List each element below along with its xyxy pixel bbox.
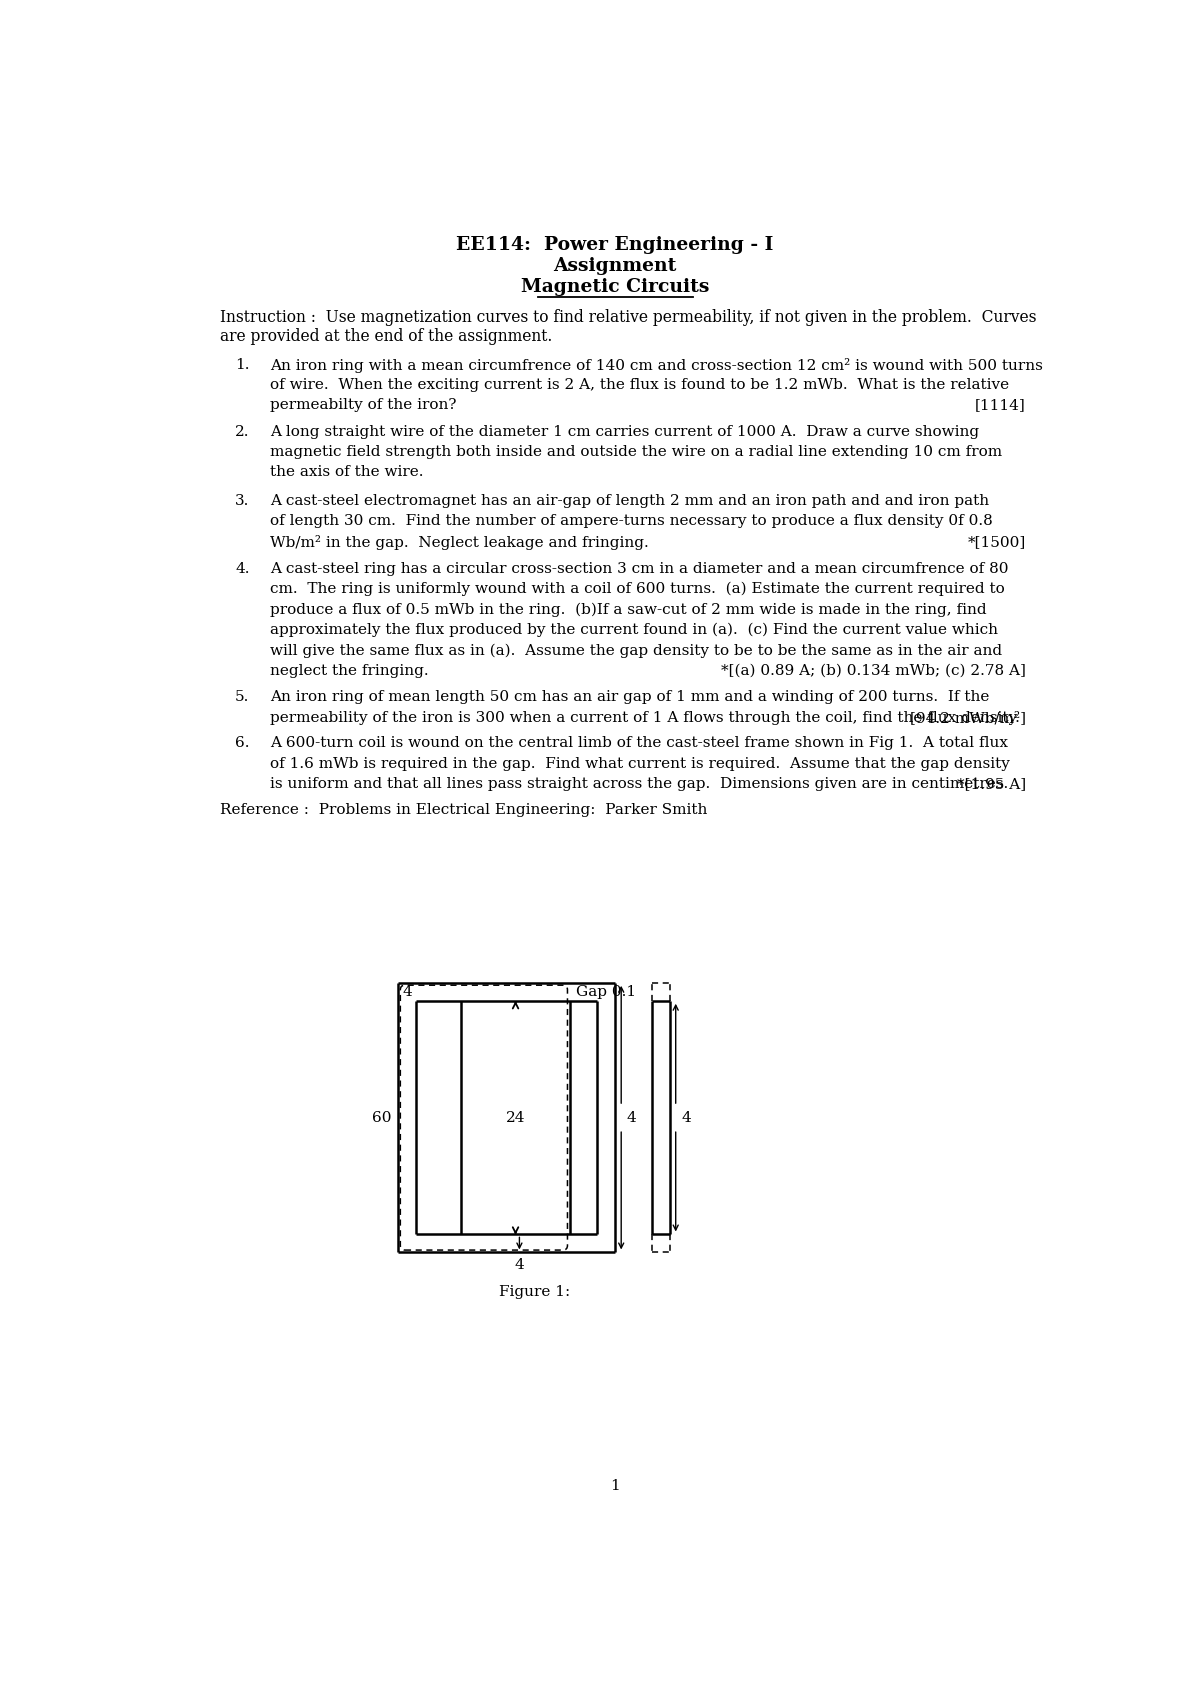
Text: Figure 1:: Figure 1: (498, 1285, 570, 1298)
Text: 3.: 3. (235, 494, 250, 507)
Text: cm.  The ring is uniformly wound with a coil of 600 turns.  (a) Estimate the cur: cm. The ring is uniformly wound with a c… (270, 582, 1004, 596)
Text: A cast-steel ring has a circular cross-section 3 cm in a diameter and a mean cir: A cast-steel ring has a circular cross-s… (270, 562, 1009, 575)
Text: *[1500]: *[1500] (967, 535, 1026, 548)
Text: [1114]: [1114] (974, 399, 1026, 412)
Text: 4: 4 (515, 1257, 524, 1271)
Text: Magnetic Circuits: Magnetic Circuits (521, 278, 709, 295)
Text: 60: 60 (372, 1110, 391, 1125)
Text: 2.: 2. (235, 424, 250, 438)
Text: 5.: 5. (235, 691, 250, 704)
Text: Wb/m² in the gap.  Neglect leakage and fringing.: Wb/m² in the gap. Neglect leakage and fr… (270, 535, 649, 550)
Text: of length 30 cm.  Find the number of ampere-turns necessary to produce a flux de: of length 30 cm. Find the number of ampe… (270, 514, 992, 528)
Text: A cast-steel electromagnet has an air-gap of length 2 mm and an iron path and an: A cast-steel electromagnet has an air-ga… (270, 494, 989, 507)
Text: produce a flux of 0.5 mWb in the ring.  (b)If a saw-cut of 2 mm wide is made in : produce a flux of 0.5 mWb in the ring. (… (270, 602, 986, 618)
Text: 4: 4 (626, 1110, 636, 1125)
Text: magnetic field strength both inside and outside the wire on a radial line extend: magnetic field strength both inside and … (270, 445, 1002, 458)
Text: A 600-turn coil is wound on the central limb of the cast-steel frame shown in Fi: A 600-turn coil is wound on the central … (270, 736, 1008, 750)
Text: neglect the fringing.: neglect the fringing. (270, 664, 428, 677)
Text: 4.: 4. (235, 562, 250, 575)
Text: Reference :  Problems in Electrical Engineering:  Parker Smith: Reference : Problems in Electrical Engin… (220, 803, 707, 818)
Text: An iron ring with a mean circumfrence of 140 cm and cross-section 12 cm² is woun: An iron ring with a mean circumfrence of… (270, 358, 1043, 373)
Text: 24: 24 (505, 1110, 526, 1125)
Text: is uniform and that all lines pass straight across the gap.  Dimensions given ar: is uniform and that all lines pass strai… (270, 777, 1008, 791)
Text: the axis of the wire.: the axis of the wire. (270, 465, 424, 480)
Text: EE114:  Power Engineering - I: EE114: Power Engineering - I (456, 236, 774, 255)
Text: permeabilty of the iron?: permeabilty of the iron? (270, 399, 457, 412)
Text: Gap 0.1: Gap 0.1 (576, 984, 636, 1000)
Text: approximately the flux produced by the current found in (a).  (c) Find the curre: approximately the flux produced by the c… (270, 623, 998, 638)
Text: 6.: 6. (235, 736, 250, 750)
Text: *[1.95 A]: *[1.95 A] (956, 777, 1026, 791)
Text: 4: 4 (402, 984, 412, 1000)
Text: A long straight wire of the diameter 1 cm carries current of 1000 A.  Draw a cur: A long straight wire of the diameter 1 c… (270, 424, 979, 438)
Text: 1: 1 (610, 1480, 620, 1493)
Text: of wire.  When the exciting current is 2 A, the flux is found to be 1.2 mWb.  Wh: of wire. When the exciting current is 2 … (270, 378, 1009, 392)
Text: [94.2 mWb/m²]: [94.2 mWb/m²] (910, 711, 1026, 725)
Text: of 1.6 mWb is required in the gap.  Find what current is required.  Assume that : of 1.6 mWb is required in the gap. Find … (270, 757, 1010, 770)
Text: 1.: 1. (235, 358, 250, 372)
Text: permeability of the iron is 300 when a current of 1 A flows through the coil, fi: permeability of the iron is 300 when a c… (270, 711, 1020, 725)
Text: are provided at the end of the assignment.: are provided at the end of the assignmen… (220, 329, 552, 346)
Text: *[(a) 0.89 A; (b) 0.134 mWb; (c) 2.78 A]: *[(a) 0.89 A; (b) 0.134 mWb; (c) 2.78 A] (721, 664, 1026, 677)
Text: will give the same flux as in (a).  Assume the gap density to be to be the same : will give the same flux as in (a). Assum… (270, 643, 1002, 658)
Text: 4: 4 (682, 1110, 691, 1125)
Text: Instruction :  Use magnetization curves to find relative permeability, if not gi: Instruction : Use magnetization curves t… (220, 309, 1037, 326)
Text: Assignment: Assignment (553, 256, 677, 275)
Text: An iron ring of mean length 50 cm has an air gap of 1 mm and a winding of 200 tu: An iron ring of mean length 50 cm has an… (270, 691, 990, 704)
